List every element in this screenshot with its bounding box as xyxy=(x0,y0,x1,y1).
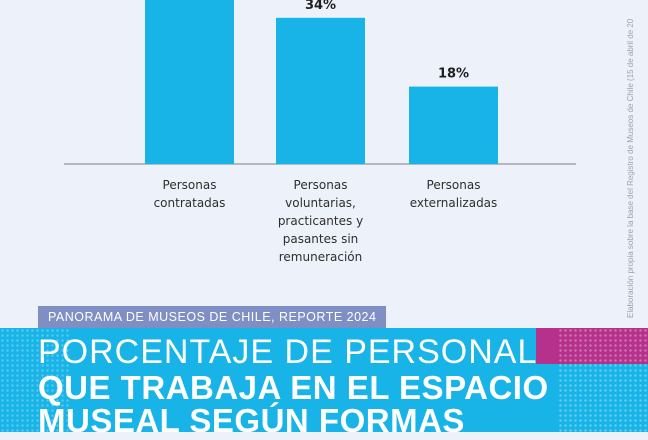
source-note: Elaboración propia sobre la base del Reg… xyxy=(626,18,635,318)
title-banner xyxy=(0,328,648,432)
dot-pattern-right xyxy=(558,328,648,432)
bar-value-label-3: 18% xyxy=(438,67,469,82)
bar-3 xyxy=(409,86,498,164)
category-label-2: Personas voluntarias, practicantes y pasant… xyxy=(278,178,363,264)
dot-pattern-left xyxy=(0,328,70,432)
title-line-2: QUE TRABAJA EN EL ESPACIO xyxy=(38,369,549,406)
bar-2 xyxy=(276,17,365,164)
bar-value-label-2: 34% xyxy=(305,0,336,13)
category-label-3: Personas externalizadas xyxy=(410,178,498,210)
bar-1 xyxy=(145,0,234,164)
title-line-1: PORCENTAJE DE PERSONAL xyxy=(38,333,538,371)
bar-chart: Personas contratadas 34% Personas voluntaria… xyxy=(64,0,576,264)
report-tag: PANORAMA DE MUSEOS DE CHILE, REPORTE 202… xyxy=(38,306,387,328)
title-line-3: MUSEAL SEGÚN FORMAS xyxy=(38,402,465,439)
category-label-1: Personas contratadas xyxy=(154,178,226,210)
magenta-accent xyxy=(536,328,648,364)
